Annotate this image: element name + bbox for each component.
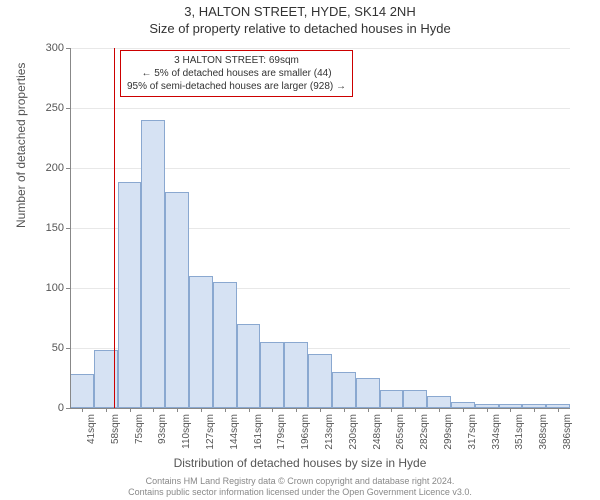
x-tick-label: 161sqm [253,414,264,450]
annotation-line: 3 HALTON STREET: 69sqm [127,54,346,67]
x-tick-label: 351sqm [514,414,525,450]
x-tick-label: 93sqm [157,414,168,444]
x-tick-label: 213sqm [324,414,335,450]
plot-region: 05010015020025030041sqm58sqm75sqm93sqm11… [70,48,570,408]
annotation-line: ← 5% of detached houses are smaller (44) [127,67,346,80]
footer-line-1: Contains HM Land Registry data © Crown c… [0,476,600,487]
annotation-box: 3 HALTON STREET: 69sqm← 5% of detached h… [120,50,353,97]
x-tick-label: 230sqm [348,414,359,450]
x-tick-label: 299sqm [443,414,454,450]
x-axis-label: Distribution of detached houses by size … [0,456,600,470]
grid-line [70,108,570,109]
bar [332,372,356,408]
x-tick-label: 386sqm [562,414,573,450]
bar [380,390,404,408]
x-tick-label: 144sqm [229,414,240,450]
bar [427,396,451,408]
bar [356,378,380,408]
x-tick-label: 196sqm [300,414,311,450]
x-tick-label: 317sqm [467,414,478,450]
page-title: 3, HALTON STREET, HYDE, SK14 2NH [0,4,600,19]
bar [260,342,284,408]
grid-line [70,48,570,49]
x-tick-label: 110sqm [181,414,192,449]
x-tick-label: 265sqm [395,414,406,450]
x-tick-label: 248sqm [372,414,383,450]
x-tick-label: 75sqm [134,414,145,444]
bar [213,282,237,408]
bar [308,354,332,408]
x-tick-label: 58sqm [110,414,121,444]
y-tick-label: 250 [24,102,64,114]
bar [118,182,142,408]
bar [284,342,308,408]
bar [141,120,165,408]
y-tick-label: 300 [24,42,64,54]
marker-line [114,48,115,408]
y-axis-label: Number of detached properties [14,63,28,228]
x-axis-line [70,408,570,409]
y-tick-label: 100 [24,282,64,294]
y-tick-label: 50 [24,342,64,354]
bar [237,324,261,408]
x-tick-label: 368sqm [538,414,549,450]
x-tick-label: 41sqm [86,414,97,444]
footer-line-2: Contains public sector information licen… [0,487,600,498]
y-tick-label: 150 [24,222,64,234]
y-tick-label: 200 [24,162,64,174]
bar [403,390,427,408]
bar [189,276,213,408]
page-subtitle: Size of property relative to detached ho… [0,21,600,36]
x-tick-label: 179sqm [276,414,287,450]
bar [70,374,94,408]
bar [165,192,189,408]
y-tick-label: 0 [24,402,64,414]
y-axis-line [70,48,71,408]
x-tick-label: 334sqm [491,414,502,450]
chart: 05010015020025030041sqm58sqm75sqm93sqm11… [70,48,570,408]
x-tick-label: 127sqm [205,414,216,450]
annotation-line: 95% of semi-detached houses are larger (… [127,80,346,93]
x-tick-label: 282sqm [419,414,430,450]
footer: Contains HM Land Registry data © Crown c… [0,476,600,498]
